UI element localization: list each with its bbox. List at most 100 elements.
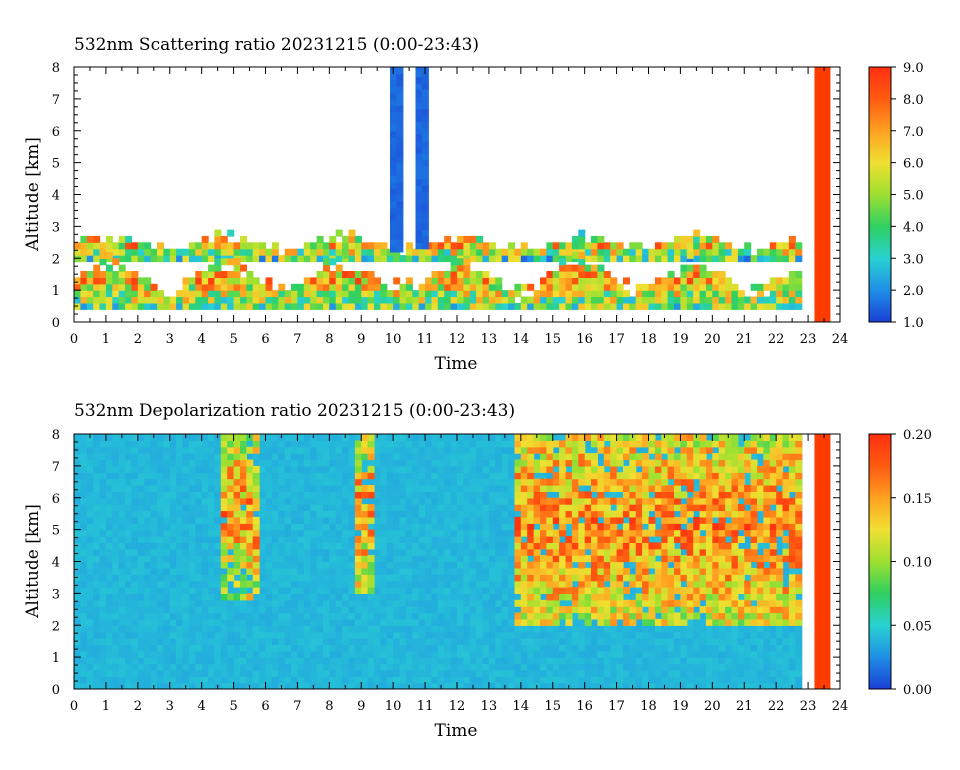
heatmap-cell-boundary-layer xyxy=(233,277,241,285)
heatmap-cell-cloud-top-layer xyxy=(329,242,337,250)
heatmap-cell-background xyxy=(380,446,388,454)
heatmap-cell-background xyxy=(348,650,356,658)
heatmap-cell-background xyxy=(182,440,190,448)
heatmap-cell-background xyxy=(74,676,81,684)
heatmap-cell-background xyxy=(597,657,605,665)
heatmap-cell-background xyxy=(597,516,605,524)
heatmap-cell-background xyxy=(361,663,369,671)
heatmap-cell-boundary-layer xyxy=(323,302,330,310)
heatmap-cell-background xyxy=(552,663,560,671)
heatmap-cell-background xyxy=(501,459,509,467)
heatmap-cell-background xyxy=(227,631,235,639)
heatmap-cell-background xyxy=(195,478,203,486)
heatmap-cell-background xyxy=(508,434,516,441)
heatmap-cell-background xyxy=(437,561,445,569)
heatmap-cell-tall-column xyxy=(396,169,404,176)
heatmap-cell-cloud-top-layer xyxy=(744,242,752,250)
heatmap-cell-boundary-layer xyxy=(335,290,343,298)
heatmap-cell-background xyxy=(393,612,401,620)
heatmap-cell-background xyxy=(246,606,254,614)
heatmap-cell-background xyxy=(629,561,637,569)
heatmap-cell-background xyxy=(188,580,196,588)
heatmap-cell-background xyxy=(208,440,216,448)
heatmap-cell-background xyxy=(495,606,503,614)
heatmap-cell-boundary-layer xyxy=(80,277,88,285)
heatmap-cell-boundary-layer xyxy=(763,283,771,291)
heatmap-cell-background xyxy=(137,618,145,626)
heatmap-cell-background xyxy=(271,542,279,550)
heatmap-cell-boundary-layer xyxy=(712,290,720,298)
heatmap-cell-background xyxy=(501,650,509,658)
heatmap-cell-background xyxy=(303,491,311,499)
heatmap-cell-cloud-top-layer xyxy=(476,235,484,243)
heatmap-cell-background xyxy=(297,555,305,563)
heatmap-cell-background xyxy=(252,669,260,677)
y-tick-label: 2 xyxy=(52,252,60,267)
heatmap-cell-background xyxy=(565,631,573,639)
heatmap-cell-background xyxy=(374,574,381,582)
heatmap-cell-background xyxy=(469,612,477,620)
heatmap-cell-boundary-layer xyxy=(661,290,669,298)
heatmap-cell-background xyxy=(380,650,388,658)
heatmap-cell-boundary-layer xyxy=(291,290,298,298)
heatmap-cell-tall-column xyxy=(421,204,429,212)
heatmap-cell-background xyxy=(195,472,203,480)
heatmap-cell-background xyxy=(405,669,413,677)
heatmap-cell-background xyxy=(457,599,464,607)
heatmap-cell-cloud-top-layer xyxy=(508,248,516,256)
heatmap-cell-boundary-layer xyxy=(278,296,286,304)
heatmap-cell-background xyxy=(367,631,375,639)
heatmap-cell-background xyxy=(329,561,337,569)
heatmap-cell-boundary-layer xyxy=(693,290,701,298)
heatmap-cell-background xyxy=(476,542,484,550)
heatmap-cell-background xyxy=(271,529,279,537)
heatmap-cell-boundary-layer xyxy=(501,290,509,298)
heatmap-cell-background xyxy=(488,612,496,620)
heatmap-cell-background xyxy=(144,536,152,543)
heatmap-cell-background xyxy=(182,663,190,671)
heatmap-cell-background xyxy=(169,631,177,639)
heatmap-cell-background xyxy=(386,536,394,543)
heatmap-cell-boundary-layer xyxy=(565,296,573,304)
heatmap-cell-cloud-top-layer xyxy=(284,255,292,263)
heatmap-cell-background xyxy=(450,529,458,537)
heatmap-cell-background xyxy=(80,542,88,550)
heatmap-cell-cloud-top-layer xyxy=(661,255,669,263)
heatmap-cell-boundary-layer xyxy=(220,277,228,285)
heatmap-cell-background xyxy=(514,669,522,677)
heatmap-cell-background xyxy=(450,542,458,550)
heatmap-cell-boundary-layer xyxy=(284,296,292,304)
heatmap-cell-background xyxy=(482,440,490,448)
heatmap-cell-cloud-top-layer xyxy=(329,235,337,243)
heatmap-cell-background xyxy=(661,638,669,645)
heatmap-cell-background xyxy=(188,587,196,594)
heatmap-cell-background xyxy=(571,631,579,639)
heatmap-cell-background xyxy=(342,561,350,569)
heatmap-cell-background xyxy=(648,536,656,543)
heatmap-cell-background xyxy=(93,650,101,658)
heatmap-cell-boundary-layer xyxy=(463,302,471,310)
heatmap-cell-background xyxy=(271,555,279,563)
heatmap-cell-background xyxy=(431,676,439,684)
heatmap-cell-background xyxy=(533,669,541,677)
heatmap-cell-boundary-layer xyxy=(265,302,273,310)
heatmap-cell-background xyxy=(591,676,598,684)
heatmap-cell-background xyxy=(99,657,107,665)
heatmap-cell-background xyxy=(150,663,158,671)
heatmap-cell-cloud-top-layer xyxy=(776,255,784,263)
heatmap-cell-background xyxy=(329,644,337,652)
heatmap-cell-background xyxy=(386,663,394,671)
heatmap-cell-background xyxy=(316,491,324,499)
heatmap-cell-background xyxy=(386,631,394,639)
heatmap-cell-boundary-layer xyxy=(482,271,490,278)
heatmap-cell-background xyxy=(105,612,113,620)
heatmap-cell-background xyxy=(246,440,254,448)
y-tick-label: 3 xyxy=(52,220,60,235)
heatmap-cell-background xyxy=(571,676,579,684)
heatmap-cell-background xyxy=(176,599,184,607)
heatmap-cell-background xyxy=(354,657,362,665)
heatmap-cell-tall-column xyxy=(415,140,423,148)
heatmap-cell-cloud-top-layer xyxy=(629,242,637,250)
heatmap-cell-background xyxy=(425,638,433,645)
x-tick-label: 9 xyxy=(357,332,365,347)
